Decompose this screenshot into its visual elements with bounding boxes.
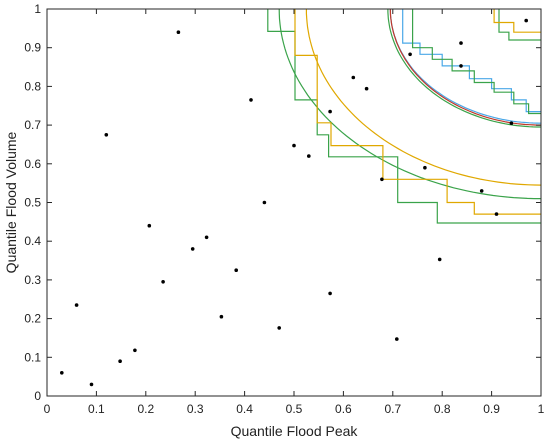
x-tick-label: 0.7 <box>384 402 401 416</box>
x-tick-label: 0.3 <box>187 402 204 416</box>
step-line-6 <box>412 9 541 115</box>
y-tick-label: 0.7 <box>24 118 41 132</box>
data-point-5 <box>118 359 122 364</box>
contour-curve-5 <box>387 9 541 128</box>
x-tick-label: 0 <box>44 402 51 416</box>
y-tick-label: 1 <box>34 2 41 16</box>
x-tick-label: 0.2 <box>137 402 154 416</box>
y-tick-label: 0.5 <box>24 196 41 210</box>
x-axis-label: Quantile Flood Peak <box>231 423 359 439</box>
data-point-4 <box>104 133 109 137</box>
data-point-7 <box>147 223 152 228</box>
data-point-27 <box>437 257 442 262</box>
y-axis-label: Quantile Flood Volume <box>3 131 19 273</box>
x-tick-label: 0.6 <box>335 402 352 416</box>
data-point-14 <box>249 98 253 102</box>
data-point-13 <box>234 268 238 273</box>
data-point-33 <box>524 18 528 23</box>
step-line-2 <box>294 9 541 215</box>
data-point-24 <box>395 337 399 341</box>
data-point-15 <box>262 200 267 205</box>
step-line-3 <box>498 9 541 41</box>
contour-curve-1 <box>278 9 541 200</box>
x-tick-label: 0.8 <box>434 402 451 416</box>
x-tick-label: 0.5 <box>286 402 303 416</box>
points-layer <box>60 18 528 387</box>
x-tick-label: 0.1 <box>88 402 105 416</box>
x-tick-label: 1 <box>538 402 545 416</box>
data-point-10 <box>190 247 195 251</box>
data-point-6 <box>133 348 137 353</box>
data-point-2 <box>74 303 79 307</box>
contour-curve-4 <box>389 9 541 126</box>
y-tick-label: 0 <box>34 389 41 403</box>
series-layer <box>267 9 541 224</box>
data-point-22 <box>364 86 369 91</box>
data-point-11 <box>204 235 209 240</box>
x-tick-label: 0.4 <box>236 402 253 416</box>
data-point-3 <box>89 382 94 387</box>
data-point-31 <box>494 212 499 216</box>
y-tick-label: 0.4 <box>24 234 41 248</box>
data-point-1 <box>60 371 64 375</box>
data-point-25 <box>408 52 412 57</box>
data-point-29 <box>459 64 463 68</box>
data-point-28 <box>459 41 463 45</box>
step-line-5 <box>402 9 541 113</box>
step-line-4 <box>493 9 541 33</box>
data-point-9 <box>176 30 181 34</box>
ticks-layer: 0 0.1 0.2 0.3 0.4 0.5 0.6 0.7 0.8 0.9 1 0 0.1 0.2 0.3 0… <box>24 2 544 416</box>
data-point-19 <box>328 291 332 296</box>
data-point-18 <box>307 154 311 158</box>
y-tick-label: 0.6 <box>24 157 41 171</box>
data-point-30 <box>479 189 484 193</box>
data-point-8 <box>161 280 165 284</box>
y-tick-label: 0.1 <box>24 350 41 364</box>
data-point-20 <box>328 109 332 114</box>
data-point-23 <box>380 177 384 182</box>
data-point-21 <box>351 75 356 80</box>
y-tick-label: 0.8 <box>24 79 41 93</box>
x-tick-label: 0.9 <box>483 402 500 416</box>
y-tick-label: 0.9 <box>24 41 41 55</box>
data-point-12 <box>219 314 224 319</box>
y-tick-label: 0.3 <box>24 273 41 287</box>
data-point-16 <box>277 326 282 330</box>
data-point-17 <box>292 143 296 148</box>
contour-curve-2 <box>305 9 541 186</box>
y-tick-label: 0.2 <box>24 312 41 326</box>
data-point-26 <box>423 165 427 170</box>
data-point-32 <box>509 121 514 125</box>
